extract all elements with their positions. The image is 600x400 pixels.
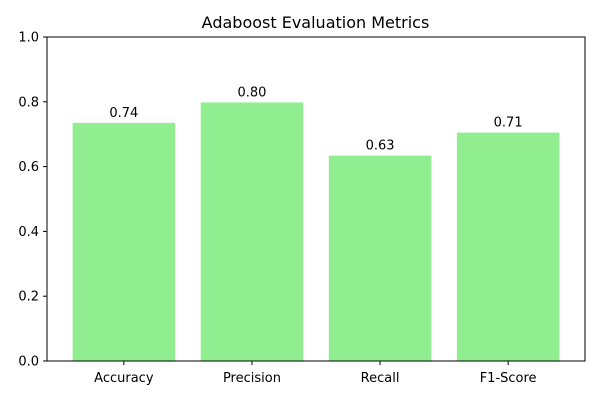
data-label-recall: 0.63 <box>366 139 395 154</box>
bar-precision <box>200 102 304 361</box>
data-label-precision: 0.80 <box>237 85 266 100</box>
y-tick-label: 1.0 <box>18 31 39 46</box>
y-tick-label: 0.8 <box>18 95 39 110</box>
x-tick-label: Precision <box>223 371 281 386</box>
x-tick-label: Recall <box>361 371 400 386</box>
plot-frame <box>46 36 586 362</box>
axes-layer: Accuracy Precision Recall F1-Score 0.0 0.2 0.4… <box>18 31 586 386</box>
data-label-accuracy: 0.74 <box>109 106 138 121</box>
bar-recall <box>328 155 432 361</box>
x-tick-label: Accuracy <box>94 371 154 386</box>
y-tick-label: 0.6 <box>18 160 39 175</box>
y-tick-label: 0.0 <box>18 355 39 370</box>
chart-title: Adaboost Evaluation Metrics <box>202 13 430 32</box>
y-tick-label: 0.2 <box>18 290 39 305</box>
y-tick-label: 0.4 <box>18 225 39 240</box>
data-labels-layer: 0.74 0.80 0.63 0.71 <box>109 85 522 153</box>
bars-layer <box>72 102 560 361</box>
bar-accuracy <box>72 122 176 361</box>
bar-f1-score <box>456 132 560 361</box>
x-tick-label: F1-Score <box>480 371 537 386</box>
data-label-f1-score: 0.71 <box>494 116 523 131</box>
